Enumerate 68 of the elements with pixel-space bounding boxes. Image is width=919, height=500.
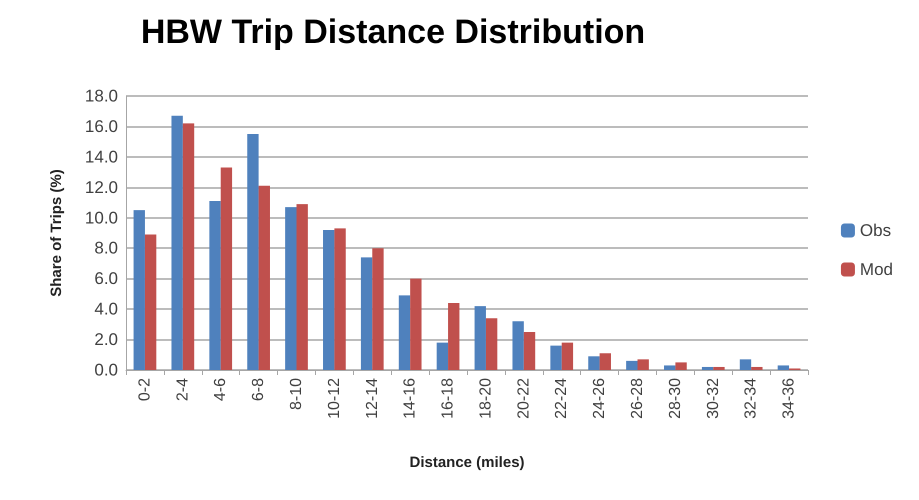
bar <box>702 366 714 370</box>
bar <box>588 356 600 370</box>
bar <box>474 306 486 370</box>
x-tick-label: 6-8 <box>250 378 268 402</box>
bar <box>258 186 270 370</box>
x-tick-label: 26-28 <box>629 378 646 419</box>
bar <box>751 366 763 370</box>
y-tick-label: 12.0 <box>84 178 118 197</box>
bar <box>664 365 676 370</box>
bar <box>486 318 498 370</box>
bar <box>524 332 536 370</box>
bar <box>562 342 574 370</box>
x-tick-label: 8-10 <box>288 378 305 410</box>
x-tick-label: 4-6 <box>212 378 230 402</box>
y-tick-label: 6.0 <box>94 269 118 288</box>
bar <box>171 116 183 370</box>
x-tick-label: 22-24 <box>553 378 570 419</box>
bar <box>323 230 334 370</box>
x-tick-label: 24-26 <box>591 378 608 419</box>
legend-label: Obs <box>860 221 892 240</box>
bar <box>220 168 232 370</box>
bar <box>247 134 259 370</box>
bar <box>296 204 308 370</box>
y-tick-label: 2.0 <box>94 330 118 350</box>
y-tick-label: 8.0 <box>94 238 118 258</box>
bar <box>448 303 460 370</box>
y-tick-label: 10.0 <box>84 208 118 228</box>
x-tick-label: 20-22 <box>515 378 532 419</box>
x-tick-label: 2-4 <box>174 378 192 402</box>
bar <box>778 365 790 370</box>
bar <box>209 201 221 370</box>
x-tick-label: 32-34 <box>742 378 760 419</box>
bar <box>182 123 194 370</box>
bar <box>398 295 410 370</box>
bar <box>410 278 422 370</box>
bar <box>638 359 649 370</box>
y-tick-label: 18.0 <box>84 86 118 106</box>
x-tick-label: 28-30 <box>666 378 684 419</box>
x-tick-label: 16-18 <box>440 378 457 419</box>
bar <box>334 228 346 370</box>
y-tick-label: 14.0 <box>84 147 118 166</box>
bar <box>372 248 384 370</box>
bar <box>144 234 156 370</box>
bar <box>740 359 752 370</box>
x-axis-title: Distance (miles) <box>409 454 525 471</box>
x-tick-label: 10-12 <box>326 378 343 419</box>
x-tick-label: 14-16 <box>402 378 419 419</box>
bar <box>512 321 524 370</box>
legend-label: Mod <box>860 260 894 279</box>
y-axis-title: Share of Trips (%) <box>48 169 65 297</box>
bar <box>600 353 611 370</box>
bar <box>713 366 725 370</box>
bar <box>626 360 638 370</box>
y-tick-label: 0.0 <box>94 360 118 380</box>
bar <box>436 342 448 370</box>
bar <box>550 346 562 370</box>
x-tick-label: 18-20 <box>477 378 494 419</box>
bar <box>360 257 372 370</box>
x-tick-label: 34-36 <box>780 378 798 419</box>
x-tick-label: 0-2 <box>136 378 154 402</box>
x-tick-label: 30-32 <box>704 378 722 419</box>
x-tick-label: 12-14 <box>364 378 381 419</box>
chart-title: HBW Trip Distance Distribution <box>140 13 646 51</box>
y-tick-label: 4.0 <box>94 300 118 319</box>
y-tick-label: 16.0 <box>84 116 118 136</box>
bar <box>134 210 145 370</box>
bar <box>285 207 296 370</box>
bar <box>675 362 687 370</box>
